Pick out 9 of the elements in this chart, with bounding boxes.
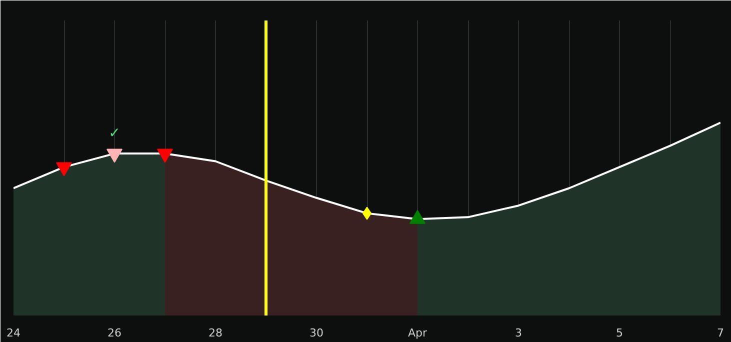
annotation: ✓ — [108, 126, 120, 142]
x-tick-label: Apr — [408, 326, 428, 340]
x-tick-label: 7 — [717, 326, 724, 340]
x-tick-label: 30 — [310, 326, 324, 340]
x-tick-label: 3 — [515, 326, 522, 340]
x-tick-label: 5 — [616, 326, 623, 340]
x-tick-label: 26 — [108, 326, 122, 340]
x-tick-label: 28 — [208, 326, 222, 340]
x-tick-label: 24 — [6, 326, 20, 340]
